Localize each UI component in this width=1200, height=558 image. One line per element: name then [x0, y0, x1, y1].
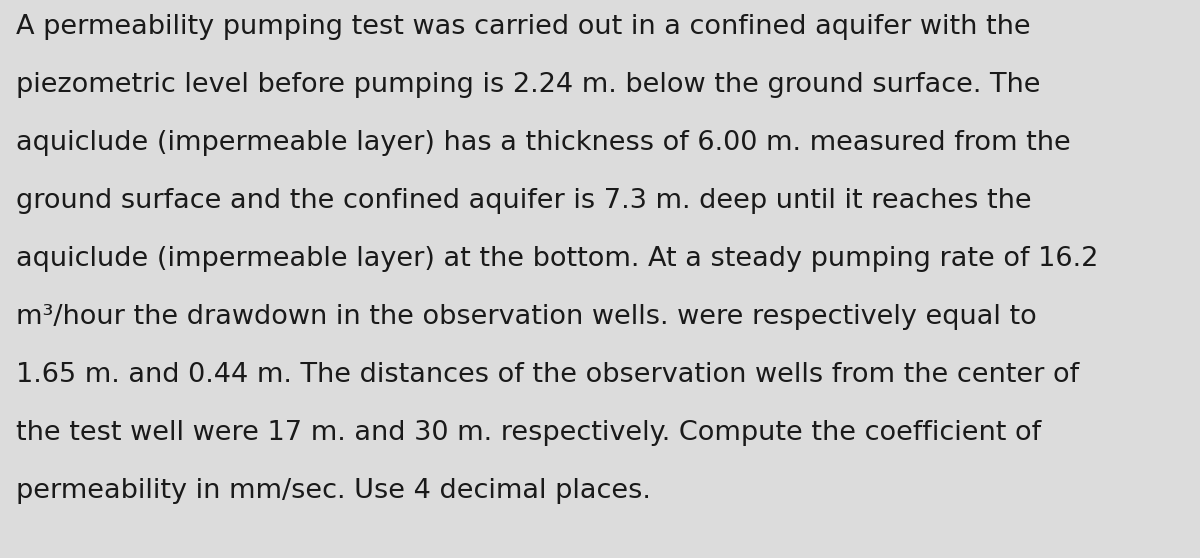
- Text: piezometric level before pumping is 2.24 m. below the ground surface. The: piezometric level before pumping is 2.24…: [16, 72, 1040, 98]
- Text: permeability in mm/sec. Use 4 decimal places.: permeability in mm/sec. Use 4 decimal pl…: [16, 478, 650, 504]
- Text: the test well were 17 m. and 30 m. respectively. Compute the coefficient of: the test well were 17 m. and 30 m. respe…: [16, 420, 1040, 446]
- Text: ground surface and the confined aquifer is 7.3 m. deep until it reaches the: ground surface and the confined aquifer …: [16, 188, 1031, 214]
- Text: aquiclude (impermeable layer) at the bottom. At a steady pumping rate of 16.2: aquiclude (impermeable layer) at the bot…: [16, 246, 1098, 272]
- Text: m³/hour the drawdown in the observation wells. were respectively equal to: m³/hour the drawdown in the observation …: [16, 304, 1037, 330]
- Text: A permeability pumping test was carried out in a confined aquifer with the: A permeability pumping test was carried …: [16, 14, 1031, 40]
- Text: aquiclude (impermeable layer) has a thickness of 6.00 m. measured from the: aquiclude (impermeable layer) has a thic…: [16, 130, 1070, 156]
- Text: 1.65 m. and 0.44 m. The distances of the observation wells from the center of: 1.65 m. and 0.44 m. The distances of the…: [16, 362, 1079, 388]
